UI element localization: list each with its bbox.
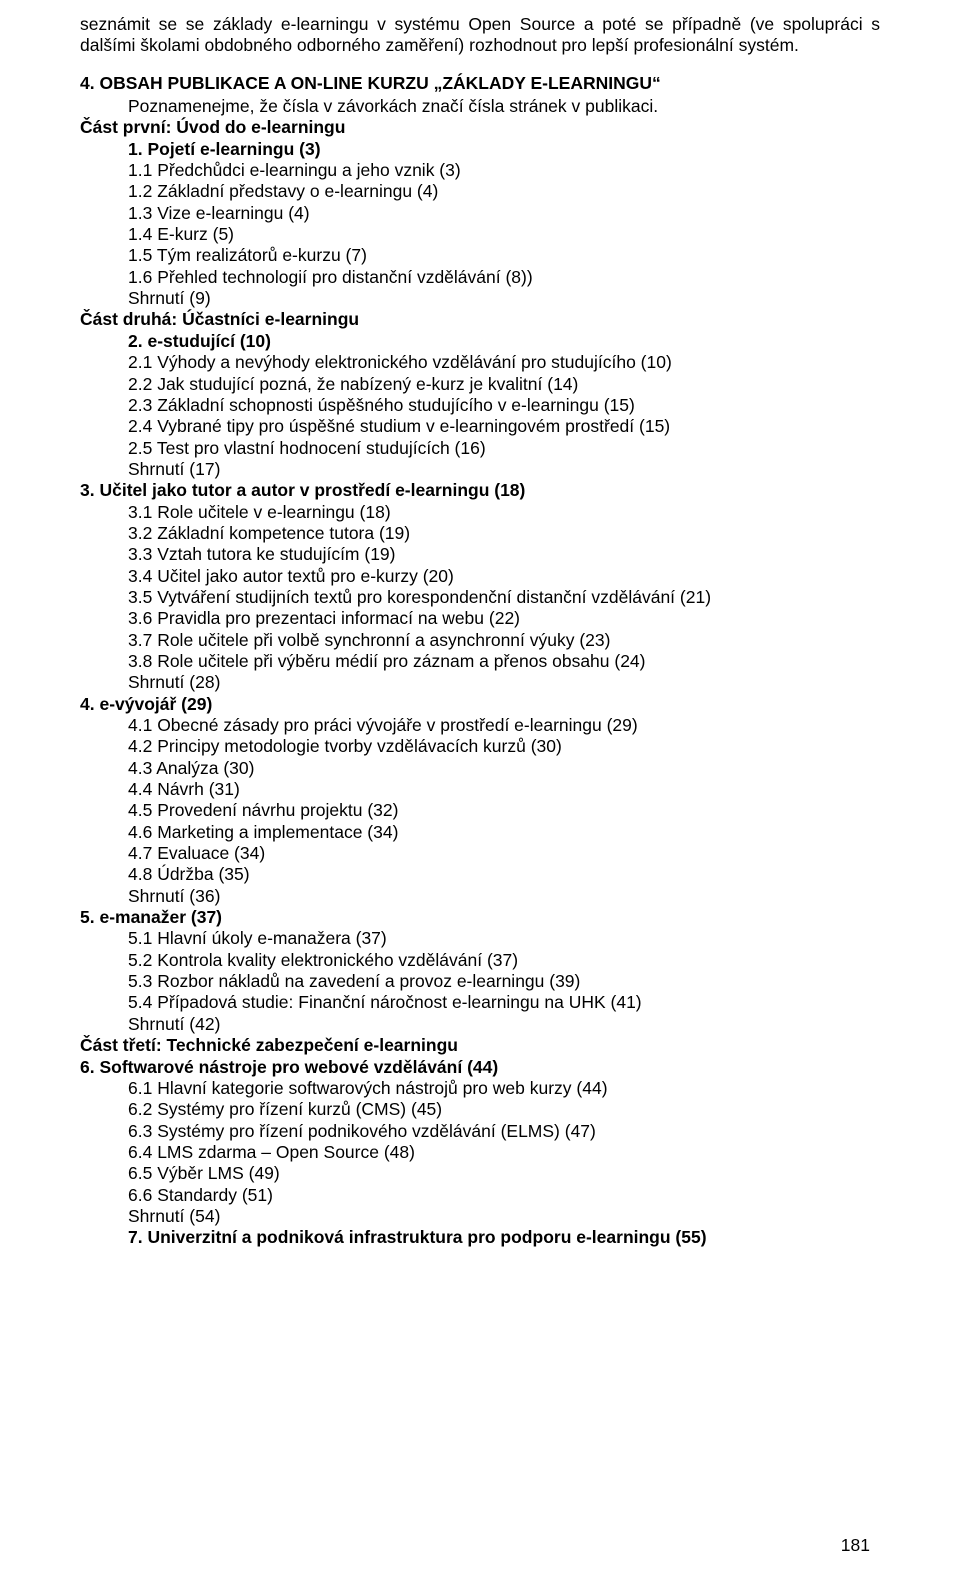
list-item: 3.1 Role učitele v e-learningu (18) — [80, 502, 880, 523]
part-2-heading: Část druhá: Účastníci e-learningu — [80, 309, 359, 329]
list-item: 1.6 Přehled technologií pro distanční vz… — [80, 267, 880, 288]
part-1-heading: Část první: Úvod do e-learningu — [80, 117, 345, 137]
list-item: 1.1 Předchůdci e-learningu a jeho vznik … — [80, 160, 880, 181]
list-item: 4.8 Údržba (35) — [80, 864, 880, 885]
list-item: 2.1 Výhody a nevýhody elektronického vzd… — [80, 352, 880, 373]
list-item: 4.4 Návrh (31) — [80, 779, 880, 800]
list-item: 4.3 Analýza (30) — [80, 758, 880, 779]
list-item: 2.4 Vybrané tipy pro úspěšné studium v e… — [80, 416, 880, 437]
list-item: 5.1 Hlavní úkoly e-manažera (37) — [80, 928, 880, 949]
part-3-heading: Část třetí: Technické zabezpečení e-lear… — [80, 1035, 458, 1055]
list-item: 1.2 Základní představy o e-learningu (4) — [80, 181, 880, 202]
list-item: 6.1 Hlavní kategorie softwarových nástro… — [80, 1078, 880, 1099]
list-item: 3.8 Role učitele při výběru médií pro zá… — [80, 651, 880, 672]
list-item: 3.6 Pravidla pro prezentaci informací na… — [80, 608, 880, 629]
list-item: 2.2 Jak studující pozná, že nabízený e-k… — [80, 374, 880, 395]
list-item: 2.3 Základní schopnosti úspěšného studuj… — [80, 395, 880, 416]
list-item: Shrnutí (54) — [80, 1206, 880, 1227]
list-item: 5.2 Kontrola kvality elektronického vzdě… — [80, 950, 880, 971]
list-item: Shrnutí (36) — [80, 886, 880, 907]
list-item: 6.4 LMS zdarma – Open Source (48) — [80, 1142, 880, 1163]
list-item: 4.5 Provedení návrhu projektu (32) — [80, 800, 880, 821]
list-item: 1.3 Vize e-learningu (4) — [80, 203, 880, 224]
list-item: 6.3 Systémy pro řízení podnikového vzděl… — [80, 1121, 880, 1142]
list-item: Shrnutí (9) — [80, 288, 880, 309]
list-item: 6.6 Standardy (51) — [80, 1185, 880, 1206]
list-item: 6.2 Systémy pro řízení kurzů (CMS) (45) — [80, 1099, 880, 1120]
section-6-heading: 6. Softwarové nástroje pro webové vzdělá… — [80, 1057, 498, 1077]
page-number: 181 — [841, 1535, 870, 1556]
list-item: 5.3 Rozbor nákladů na zavedení a provoz … — [80, 971, 880, 992]
section-5-heading: 5. e-manažer (37) — [80, 907, 222, 927]
list-item: 2.5 Test pro vlastní hodnocení studující… — [80, 438, 880, 459]
list-item: Shrnutí (28) — [80, 672, 880, 693]
intro-paragraph: seznámit se se základy e-learningu v sys… — [80, 14, 880, 57]
list-item: 4.1 Obecné zásady pro práci vývojáře v p… — [80, 715, 880, 736]
list-item: 3.2 Základní kompetence tutora (19) — [80, 523, 880, 544]
list-item: 4.2 Principy metodologie tvorby vzděláva… — [80, 736, 880, 757]
list-item: 3.7 Role učitele při volbě synchronní a … — [80, 630, 880, 651]
section-1-heading: 1. Pojetí e-learningu (3) — [128, 139, 321, 159]
list-item: 6.5 Výběr LMS (49) — [80, 1163, 880, 1184]
list-item: 4.6 Marketing a implementace (34) — [80, 822, 880, 843]
section-7-heading: 7. Univerzitní a podniková infrastruktur… — [128, 1227, 707, 1247]
document-page: seznámit se se základy e-learningu v sys… — [0, 0, 960, 1574]
section-4-heading: 4. OBSAH PUBLIKACE A ON-LINE KURZU „ZÁKL… — [80, 73, 880, 94]
list-item: Shrnutí (42) — [80, 1014, 880, 1035]
list-item: 1.5 Tým realizátorů e-kurzu (7) — [80, 245, 880, 266]
section-3-heading: 3. Učitel jako tutor a autor v prostředí… — [80, 480, 525, 500]
list-item: 1.4 E-kurz (5) — [80, 224, 880, 245]
list-item: Shrnutí (17) — [80, 459, 880, 480]
intro-line-1: seznámit se se základy e-learningu v sys… — [80, 14, 863, 34]
note-text: Poznamenejme, že čísla v závorkách značí… — [80, 96, 880, 117]
list-item: 5.4 Případová studie: Finanční náročnost… — [80, 992, 880, 1013]
section-4b-heading: 4. e-vývojář (29) — [80, 694, 212, 714]
list-item: 4.7 Evaluace (34) — [80, 843, 880, 864]
list-item: 3.3 Vztah tutora ke studujícím (19) — [80, 544, 880, 565]
list-item: 3.4 Učitel jako autor textů pro e-kurzy … — [80, 566, 880, 587]
section-2-heading: 2. e-studující (10) — [128, 331, 271, 351]
list-item: 3.5 Vytváření studijních textů pro kores… — [80, 587, 880, 608]
